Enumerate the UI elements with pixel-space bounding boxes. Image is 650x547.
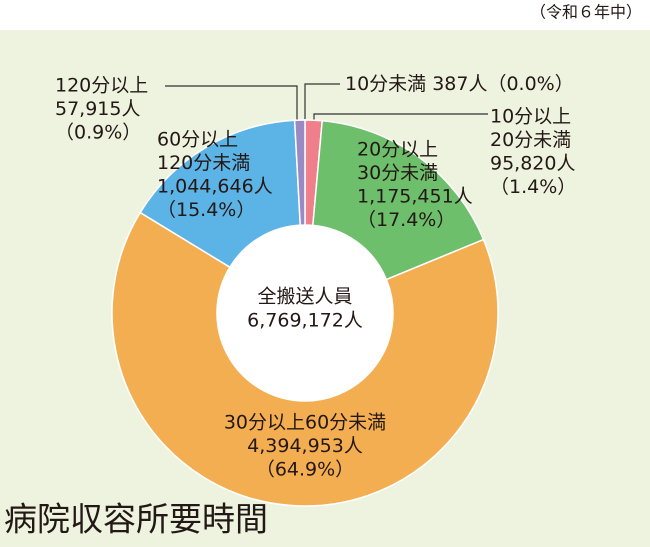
- slice-label: 30分未満: [357, 162, 438, 184]
- donut-hole: [217, 225, 393, 401]
- label-part: 387人: [432, 73, 487, 95]
- slice-label: 10分未満 387人（0.0%）: [345, 73, 574, 95]
- note: （令和６年中）: [530, 3, 642, 22]
- leader-line: [304, 83, 340, 120]
- center-total: 6,769,172人: [247, 310, 363, 332]
- slice-label: 20分以上: [357, 139, 438, 161]
- slice-label: 1,175,451人: [357, 186, 473, 208]
- slice-label: 20分未満: [490, 129, 571, 151]
- center-label: 全搬送人員: [257, 286, 352, 308]
- leader-line: [313, 113, 488, 121]
- slice-label: 60分以上: [157, 129, 238, 151]
- slice-label: （0.9%）: [55, 122, 141, 144]
- leader-line: [165, 85, 298, 122]
- slice-label: 10分以上: [490, 106, 571, 128]
- slice-label: 120分以上: [55, 75, 148, 97]
- label-part: 10分未満: [345, 73, 426, 95]
- slice-label: 120分未満: [157, 152, 250, 174]
- slice-label: 4,394,953人: [247, 435, 363, 457]
- slice-label: 57,915人: [55, 98, 140, 120]
- slice-label: （64.9%）: [256, 459, 354, 481]
- slice-label: 95,820人: [490, 153, 575, 175]
- slice-label: （17.4%）: [357, 209, 455, 231]
- slice-label: （1.4%）: [490, 176, 576, 198]
- slice-label: （15.4%）: [157, 199, 255, 221]
- label-part: （0.0%）: [487, 73, 573, 95]
- slice-label: 30分以上60分未満: [224, 412, 386, 434]
- slice-label: 1,044,646人: [157, 176, 273, 198]
- chart-title: 病院収容所要時間: [4, 500, 268, 539]
